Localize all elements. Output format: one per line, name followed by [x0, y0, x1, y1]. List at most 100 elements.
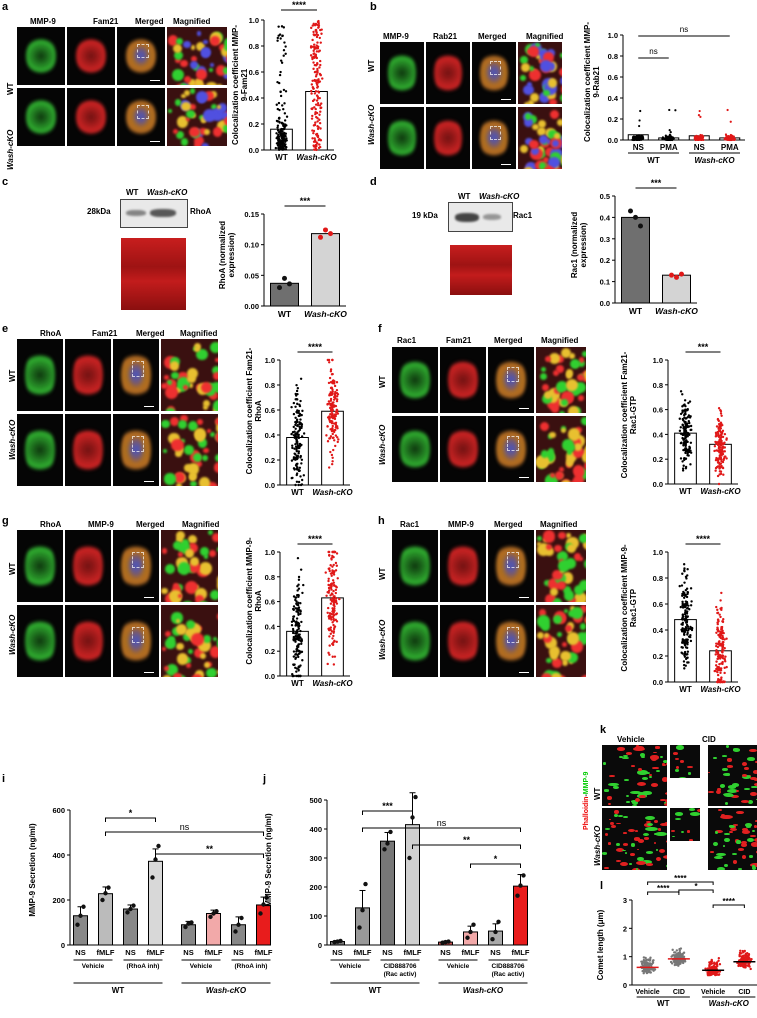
signal-spot — [581, 452, 586, 464]
data-point — [679, 271, 684, 277]
data-point — [296, 442, 299, 445]
cell-body — [448, 425, 478, 473]
cell-body — [448, 356, 478, 404]
signal-spot — [184, 76, 192, 84]
microscopy-image — [472, 107, 516, 169]
data-point — [331, 358, 334, 362]
data-point — [297, 450, 301, 453]
signal-spot — [170, 361, 180, 371]
signal-spot — [167, 108, 172, 113]
data-point — [290, 459, 294, 462]
signal-spot — [633, 837, 641, 841]
signal-spot — [548, 156, 561, 169]
data-point — [688, 447, 691, 450]
signal-spot — [646, 863, 654, 866]
signal-spot — [209, 549, 217, 557]
data-point — [312, 129, 316, 133]
signal-spot — [161, 674, 172, 677]
signal-spot — [161, 382, 168, 390]
data-point — [674, 951, 677, 954]
data-point — [690, 628, 694, 632]
data-point — [317, 21, 320, 25]
signal-spot — [539, 60, 552, 73]
data-point — [298, 426, 302, 430]
signal-spot — [185, 663, 191, 669]
data-point — [328, 415, 331, 418]
signal-spot — [179, 82, 189, 85]
signal-spot — [175, 130, 184, 140]
data-point — [294, 483, 297, 487]
data-point — [683, 403, 686, 406]
data-point — [721, 435, 725, 439]
signal-spot — [196, 69, 208, 81]
data-point — [684, 600, 688, 603]
chart-g-ylabel: Colocalization coefficient MMP-9-RhoA — [245, 537, 263, 665]
data-point — [279, 94, 283, 98]
data-point — [689, 451, 693, 454]
signal-spot — [222, 124, 227, 133]
data-point — [717, 677, 720, 681]
signal-spot — [203, 90, 214, 101]
signal-spot — [655, 770, 660, 773]
data-point — [299, 568, 303, 571]
signal-spot — [570, 607, 583, 620]
data-point — [683, 603, 686, 606]
data-point — [719, 412, 723, 415]
signal-spot — [210, 431, 216, 437]
data-point — [291, 672, 294, 676]
data-point — [292, 605, 296, 608]
sig-bracket — [678, 889, 714, 893]
data-point — [716, 666, 720, 669]
data-point — [298, 650, 301, 653]
data-point — [290, 432, 293, 436]
data-point — [291, 444, 294, 447]
microscopy-image — [392, 605, 438, 677]
signal-spot — [742, 774, 752, 779]
data-point — [714, 664, 718, 667]
signal-spot — [216, 580, 218, 591]
cell-body — [73, 615, 103, 667]
microscopy-image — [161, 530, 218, 602]
data-point — [687, 414, 691, 417]
data-point — [295, 670, 298, 673]
signal-spot — [198, 477, 211, 486]
signal-spot — [177, 420, 187, 430]
signal-spot — [741, 854, 747, 859]
data-point — [316, 41, 319, 44]
data-point — [285, 137, 288, 140]
signal-spot — [641, 860, 653, 865]
data-point — [712, 964, 716, 968]
signal-spot — [724, 801, 728, 805]
data-point — [211, 911, 216, 916]
chart-a-ylabel: Colocalization coefficient MMP-9-Fam21 — [231, 24, 249, 145]
signal-spot — [650, 783, 659, 787]
sig-label: **** — [292, 0, 307, 10]
data-point — [331, 390, 334, 393]
signal-spot — [541, 394, 552, 404]
signal-spot — [180, 539, 189, 548]
data-point — [317, 91, 321, 94]
data-point — [661, 136, 665, 139]
y-tick-label: 0.4 — [653, 626, 664, 635]
signal-spot — [220, 47, 227, 58]
data-point — [333, 595, 336, 598]
bar — [148, 860, 163, 946]
data-point — [283, 112, 287, 115]
microscopy-image — [161, 414, 218, 486]
signal-spot — [546, 477, 553, 482]
data-point — [331, 615, 335, 619]
data-point — [329, 397, 333, 401]
data-point — [681, 393, 684, 396]
data-point — [296, 420, 299, 424]
data-point — [686, 602, 689, 605]
data-point — [329, 435, 333, 438]
signal-spot — [196, 348, 208, 361]
chart-i-ylabel: MMP-9 Secretion (ng/ml) — [28, 823, 37, 917]
data-point — [721, 445, 725, 448]
microscopy-image — [488, 530, 534, 602]
data-point — [299, 418, 302, 421]
data-point — [679, 457, 683, 460]
signal-spot — [741, 761, 747, 766]
signal-spot — [191, 45, 196, 50]
data-point — [297, 625, 301, 628]
